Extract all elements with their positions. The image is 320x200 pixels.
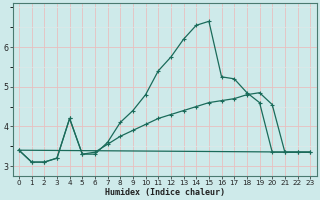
- X-axis label: Humidex (Indice chaleur): Humidex (Indice chaleur): [105, 188, 225, 197]
